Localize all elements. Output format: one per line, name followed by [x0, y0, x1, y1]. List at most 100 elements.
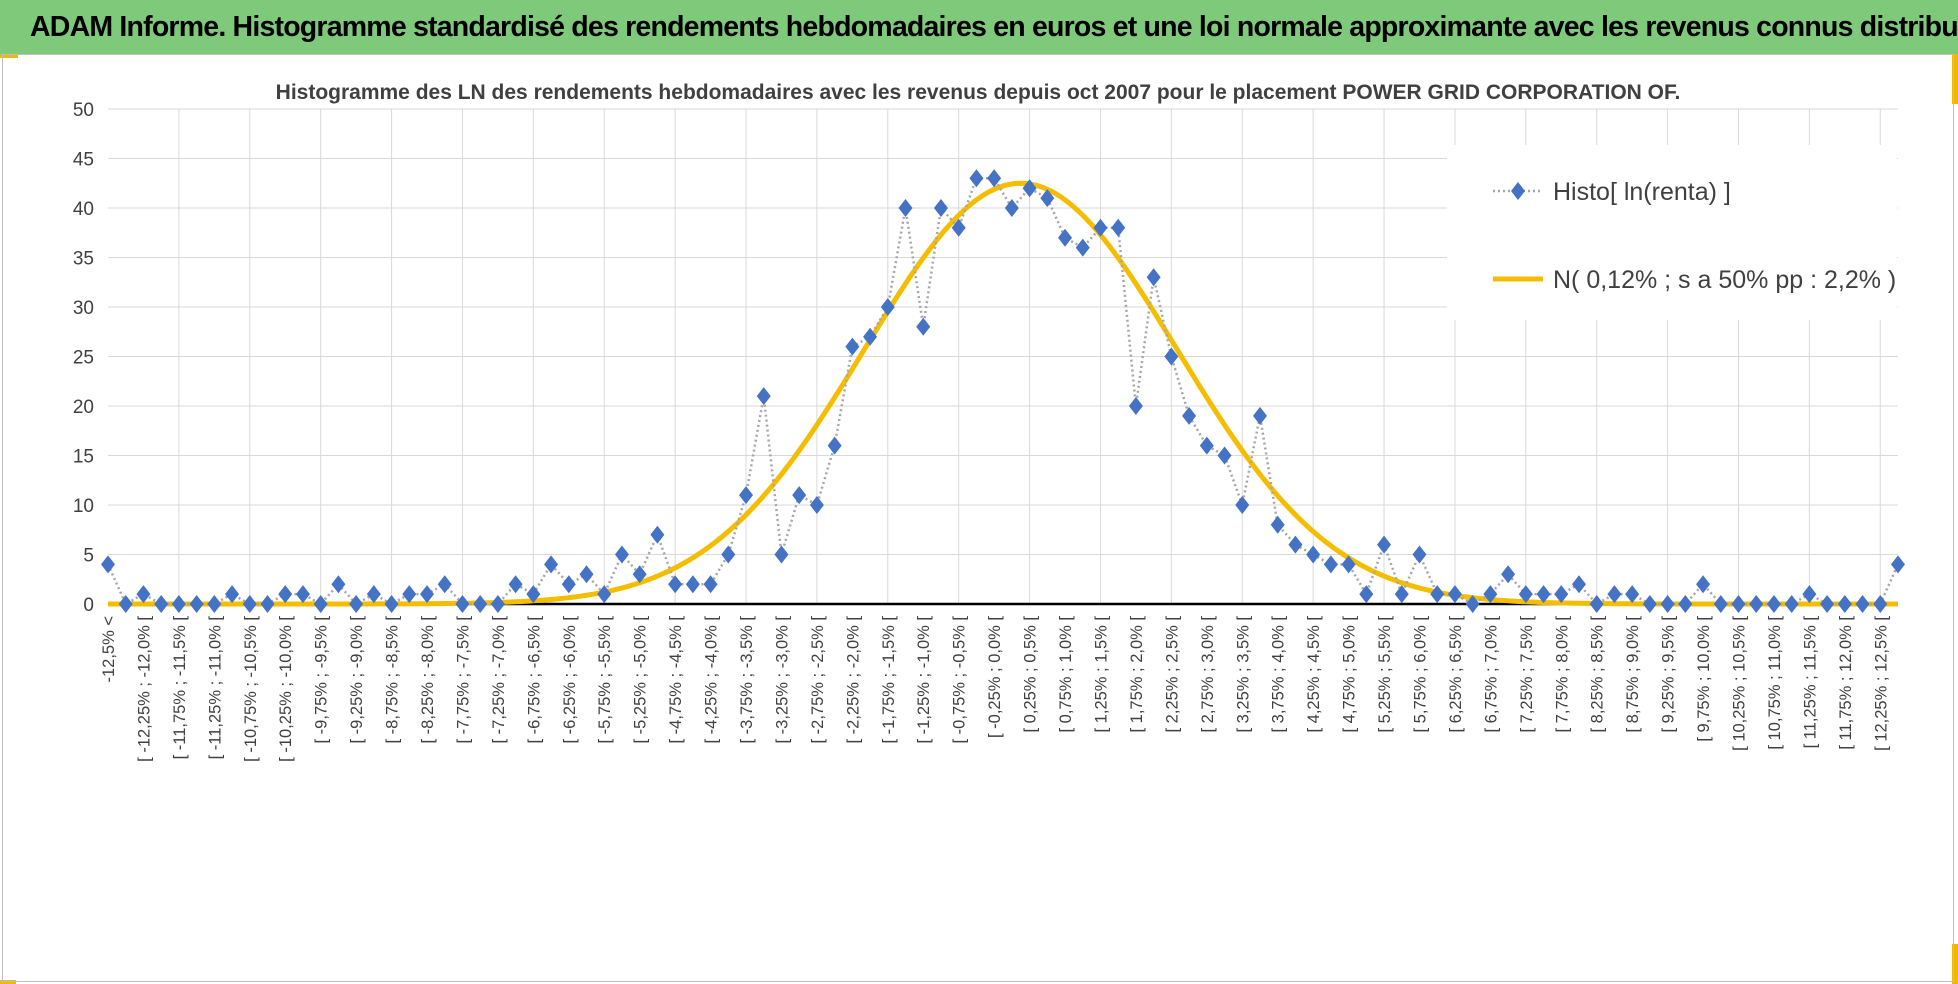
histogram-point [898, 199, 913, 217]
x-tick-label: [ 4,75% ; 5,0% [ [1341, 616, 1359, 733]
x-tick-label: [ 12,25% ; 12,5% [ [1872, 616, 1890, 751]
x-tick-label: [ 3,25% ; 3,5% [ [1234, 616, 1252, 733]
histogram-point [1784, 595, 1799, 613]
x-tick-label: [ -4,75% ; -4,5% [ [667, 616, 685, 744]
x-tick-label: [ -6,75% ; -6,5% [ [525, 616, 543, 744]
histogram-point [1128, 397, 1143, 415]
histogram-point [1589, 595, 1604, 613]
histogram-point [1642, 595, 1657, 613]
histogram-point [437, 575, 452, 594]
legend-normal-label: N( 0,12% ; s a 50% pp : 2,2% ) [1553, 266, 1896, 294]
histogram-point [1341, 555, 1356, 574]
y-tick-label: 0 [83, 595, 94, 616]
histogram-point [1111, 218, 1126, 237]
histogram-point [1058, 228, 1073, 247]
x-tick-label: [ -2,75% ; -2,5% [ [809, 616, 827, 744]
y-tick-label: 30 [73, 298, 94, 319]
x-tick-label: [ 10,25% ; 10,5% [ [1730, 616, 1748, 751]
histogram-point [295, 585, 310, 604]
histogram-point [189, 595, 204, 613]
x-tick-label: [ -7,25% ; -7,0% [ [490, 616, 508, 744]
x-tick-label: [ 8,75% ; 9,0% [ [1624, 616, 1642, 733]
chart-area: Histogramme des LN des rendements hebdom… [2, 54, 1954, 982]
histogram-point [1270, 515, 1285, 534]
histogram-point [313, 595, 328, 613]
histogram-point [1855, 595, 1870, 613]
histogram-point [1837, 595, 1852, 613]
histogram-point [1377, 535, 1392, 554]
histogram-point [1164, 347, 1179, 366]
x-tick-label: [ -8,25% ; -8,0% [ [419, 616, 437, 744]
y-tick-label: 35 [73, 249, 94, 270]
x-tick-label: [ -11,25% ; -11,0% [ [206, 616, 224, 760]
histogram-point [1430, 585, 1445, 604]
x-tick-label: [ -8,75% ; -8,5% [ [384, 616, 402, 744]
histogram-point [260, 595, 275, 613]
legend-background [1447, 145, 1897, 320]
histogram-point [384, 595, 399, 613]
histogram-point [101, 555, 115, 574]
x-tick-label: [ 6,75% ; 7,0% [ [1482, 616, 1500, 733]
histogram-point [827, 436, 842, 455]
histogram-point [225, 585, 240, 604]
histogram-point [1625, 585, 1640, 604]
y-axis: 0 5 10 15 20 25 30 35 40 45 50 [73, 100, 94, 616]
histogram-point [473, 595, 488, 613]
histogram-point [1394, 585, 1409, 604]
histogram-point [242, 595, 257, 613]
histogram-point [544, 555, 559, 574]
histogram-point [933, 199, 948, 217]
legend-diamond-marker-icon [1511, 182, 1525, 200]
histogram-point [1412, 545, 1427, 564]
x-tick-label: [ -4,25% ; -4,0% [ [703, 616, 721, 744]
x-tick-label: [ 7,75% ; 8,0% [ [1553, 616, 1571, 733]
histogram-point [774, 545, 789, 564]
histogram-point [171, 595, 186, 613]
histogram-point [1075, 238, 1090, 257]
histogram-point [880, 298, 895, 316]
y-tick-label: 5 [83, 546, 94, 567]
histogram-point [792, 486, 807, 505]
histogram-point [597, 585, 612, 604]
x-tick-label: [ 9,25% ; 9,5% [ [1660, 616, 1678, 733]
histogram-point [1093, 218, 1108, 237]
histogram-point [951, 218, 966, 237]
histogram-point [1873, 595, 1888, 613]
histogram-point [579, 565, 594, 584]
report-title: ADAM Informe. Histogramme standardisé de… [30, 10, 1958, 43]
legend: Histo[ ln(renta) ] N( 0,12% ; s a 50% pp… [1447, 145, 1897, 320]
histogram-point [1004, 199, 1019, 217]
histogram-point [863, 327, 878, 346]
y-tick-label: 50 [73, 100, 94, 121]
corner-accent-bottom-left [0, 980, 16, 984]
histogram-point [1660, 595, 1675, 613]
chart-title: Histogramme des LN des rendements hebdom… [276, 81, 1681, 104]
x-tick-label: [ -3,25% ; -3,0% [ [773, 616, 791, 744]
histogram-point [1252, 406, 1267, 425]
histogram-point [685, 575, 700, 594]
x-tick-label: [ -9,75% ; -9,5% [ [313, 616, 331, 744]
histogram-point [1199, 436, 1214, 455]
histogram-point [739, 486, 754, 505]
histogram-point [561, 575, 576, 594]
histogram-point [1536, 585, 1551, 604]
y-tick-label: 20 [73, 397, 94, 418]
x-tick-label: [ -0,75% ; -0,5% [ [951, 616, 969, 744]
histogram-point [1235, 496, 1250, 514]
x-tick-label: [ 0,75% ; 1,0% [ [1057, 616, 1075, 733]
histogram-point [1820, 595, 1835, 613]
x-tick-label: [ 0,25% ; 0,5% [ [1022, 616, 1040, 733]
histogram-point [1182, 406, 1197, 425]
histogram-point [1766, 595, 1781, 613]
histogram-point [154, 595, 169, 613]
histogram-point [490, 595, 505, 613]
x-tick-label: [ -10,25% ; -10,0% [ [277, 616, 295, 762]
x-tick-label: [ -6,25% ; -6,0% [ [561, 616, 579, 744]
histogram-point [1217, 446, 1232, 465]
histogram-point [1713, 595, 1728, 613]
x-axis: -12,5% < [ -12,25% ; -12,0% [[ -11,75% ; … [100, 602, 1898, 762]
histogram-point [1501, 565, 1516, 584]
x-tick-label: [ -2,25% ; -2,0% [ [844, 616, 862, 744]
x-tick-label: [ 5,75% ; 6,0% [ [1411, 616, 1429, 733]
histogram-point [1447, 585, 1462, 604]
